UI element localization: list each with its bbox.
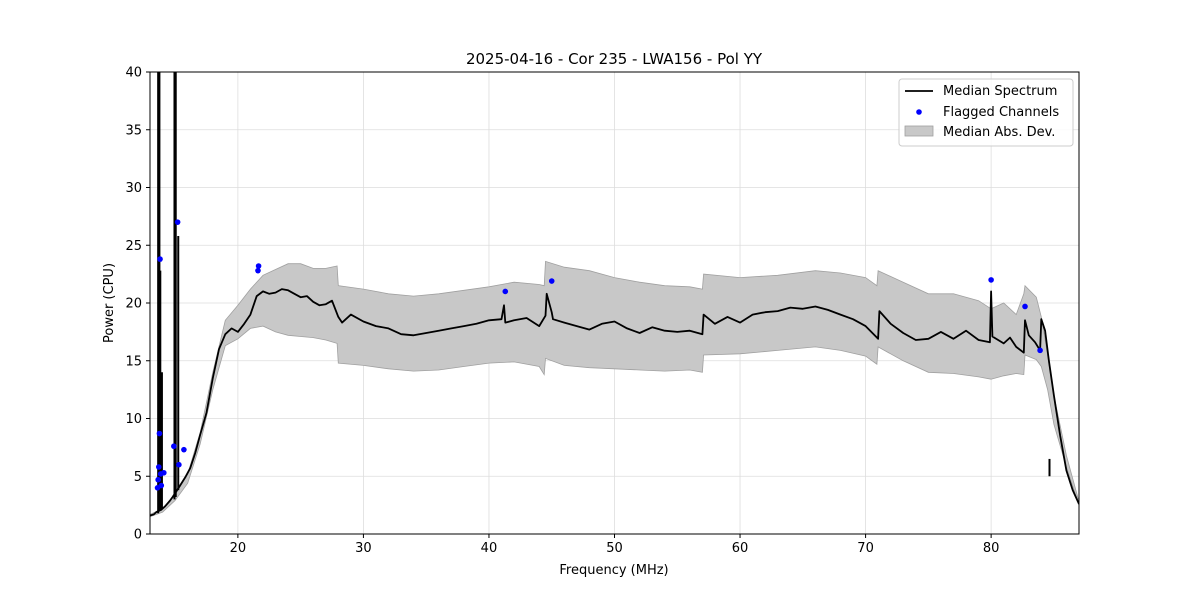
flagged-point xyxy=(161,469,167,476)
flagged-channels xyxy=(154,219,1043,491)
flagged-point xyxy=(157,256,163,262)
x-tick-label: 40 xyxy=(481,541,498,556)
flagged-point xyxy=(548,278,555,284)
legend-flagged-label: Flagged Channels xyxy=(943,105,1059,120)
flagged-point xyxy=(1022,303,1028,310)
flagged-point xyxy=(176,461,182,468)
mad-band xyxy=(150,260,1079,518)
x-tick-label: 50 xyxy=(606,541,623,556)
legend-box xyxy=(898,78,1074,147)
y-tick-label: 20 xyxy=(125,297,142,312)
y-tick-label: 25 xyxy=(125,239,142,254)
flagged-point xyxy=(158,482,165,489)
flagged-point xyxy=(171,443,177,450)
flagged-point xyxy=(181,446,187,453)
flagged-point xyxy=(255,267,261,274)
legend-marker-swatch xyxy=(916,109,922,115)
y-tick-label: 0 xyxy=(134,528,142,543)
flagged-point xyxy=(502,288,509,295)
legend: Median Spectrum Flagged Channels Median … xyxy=(898,78,1074,147)
y-tick-label: 40 xyxy=(125,66,142,81)
flagged-point xyxy=(155,464,162,470)
flagged-point xyxy=(174,219,181,225)
y-axis: 0 5 10 15 20 25 30 35 40 xyxy=(125,66,150,543)
x-axis-label: Frequency (MHz) xyxy=(559,563,668,578)
flagged-point xyxy=(1037,347,1043,354)
legend-patch-swatch xyxy=(904,125,934,137)
y-tick-label: 35 xyxy=(125,123,142,138)
x-axis: 20 30 40 50 60 70 80 xyxy=(230,534,1000,556)
x-tick-label: 70 xyxy=(857,541,874,556)
x-tick-label: 20 xyxy=(230,541,247,556)
y-axis-label: Power (CPU) xyxy=(102,263,117,343)
spikes xyxy=(157,72,1051,514)
median-spectrum-line xyxy=(150,288,1079,517)
flagged-point xyxy=(255,263,262,269)
flagged-point xyxy=(155,476,161,483)
flagged-point xyxy=(156,430,163,437)
y-tick-label: 5 xyxy=(134,470,142,485)
x-tick-label: 30 xyxy=(355,541,372,556)
y-tick-label: 30 xyxy=(125,181,142,196)
legend-mad-label: Median Abs. Dev. xyxy=(943,125,1055,140)
y-tick-label: 15 xyxy=(125,354,142,369)
y-tick-label: 10 xyxy=(125,412,142,427)
legend-median-label: Median Spectrum xyxy=(943,84,1057,99)
flagged-point xyxy=(988,277,994,283)
chart-title: 2025-04-16 - Cor 235 - LWA156 - Pol YY xyxy=(466,50,763,68)
x-tick-label: 60 xyxy=(732,541,749,556)
x-tick-label: 80 xyxy=(983,541,1000,556)
